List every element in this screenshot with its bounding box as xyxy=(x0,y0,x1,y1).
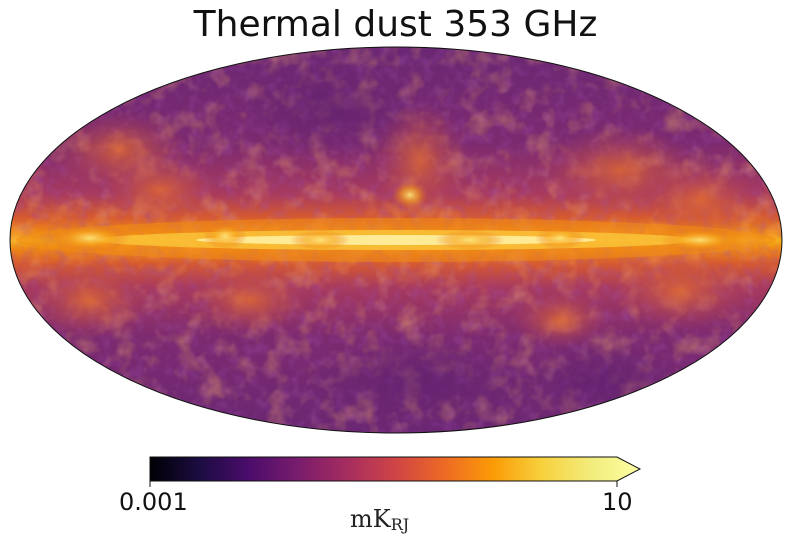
unit-main: mK xyxy=(350,505,391,533)
map-outline xyxy=(9,46,783,434)
colorbar xyxy=(149,456,642,487)
unit-subscript: RJ xyxy=(390,515,410,534)
map-title: Thermal dust 353 GHz xyxy=(193,4,598,45)
colorbar-min-label: 0.001 xyxy=(119,488,188,516)
colorbar-max-label: 10 xyxy=(602,488,633,516)
colorbar-unit: mKRJ xyxy=(350,505,409,534)
sky-map-body xyxy=(10,47,782,433)
colorbar-fill xyxy=(150,457,640,481)
colorbar-outline xyxy=(149,456,642,482)
